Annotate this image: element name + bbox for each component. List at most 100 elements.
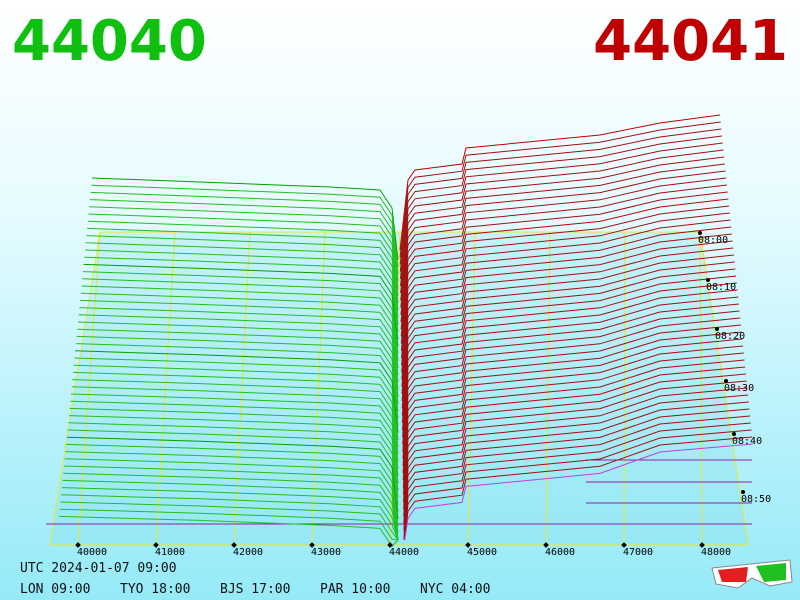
floor-line <box>77 231 101 546</box>
ask-line <box>402 345 744 488</box>
ask-line <box>400 156 725 294</box>
time-label: 08:40 <box>732 436 762 447</box>
price-label: 43000 <box>311 547 341 558</box>
ask-line <box>401 268 736 409</box>
ask-line <box>401 233 732 373</box>
bid-line <box>90 191 399 275</box>
bid-line <box>77 321 399 405</box>
bid-line <box>62 479 399 541</box>
time-tick <box>715 327 719 331</box>
ask-line <box>401 219 731 359</box>
price-tick <box>465 542 471 548</box>
bid-line <box>61 487 399 541</box>
time-tick <box>706 278 710 282</box>
bid-line <box>61 494 399 541</box>
ask-line <box>399 128 722 265</box>
ask-line <box>402 303 739 445</box>
3d-glasses-icon <box>711 559 793 589</box>
ask-line <box>401 282 737 423</box>
time-label: 08:00 <box>698 235 728 246</box>
ask-line <box>400 163 725 301</box>
bid-line <box>82 278 399 361</box>
ask-price: 44041 <box>593 9 788 74</box>
bid-price: 44040 <box>12 9 207 74</box>
bid-line <box>70 400 399 484</box>
price-tick <box>543 542 549 548</box>
price-tick <box>387 542 393 548</box>
bid-line <box>87 220 399 304</box>
ask-line <box>402 317 741 459</box>
ask-line <box>401 240 733 380</box>
ask-line <box>403 387 748 531</box>
ask-line <box>402 310 740 452</box>
price-label: 41000 <box>155 547 185 558</box>
price-tick <box>231 542 237 548</box>
ask-line <box>400 177 727 315</box>
time-tick <box>698 231 702 235</box>
ask-line <box>399 142 723 279</box>
ask-line <box>403 380 747 524</box>
price-label: 40000 <box>77 547 107 558</box>
ask-line <box>403 366 746 510</box>
price-tick <box>153 542 159 548</box>
time-axis: 08:00 08:10 08:20 08:30 08:40 08:50 <box>698 231 771 505</box>
ask-line <box>400 198 729 337</box>
bid-line <box>83 263 399 347</box>
bid-line <box>59 515 399 548</box>
bid-line <box>75 343 399 426</box>
clocks: LON 09:00 TYO 18:00 BJS 17:00 PAR 10:00 NYC … <box>20 582 490 597</box>
ask-line <box>399 135 723 272</box>
floor-line <box>155 231 176 546</box>
utc-time: UTC 2024-01-07 09:00 <box>20 561 177 576</box>
bid-line <box>74 357 399 441</box>
time-tick <box>724 379 728 383</box>
bid-line <box>73 371 399 455</box>
price-label: 48000 <box>701 547 731 558</box>
bid-line <box>59 508 399 541</box>
price-tick <box>621 542 627 548</box>
clock: LON 09:00 <box>20 582 90 597</box>
bid-line <box>77 328 399 412</box>
ask-line <box>404 436 753 541</box>
bid-line <box>72 379 399 462</box>
ask-line <box>402 331 742 474</box>
ask-line <box>403 359 745 503</box>
bid-line <box>85 242 399 325</box>
bid-line <box>89 199 399 282</box>
price-label: 44000 <box>389 547 419 558</box>
floor-line <box>623 231 626 546</box>
bid-line <box>64 458 399 541</box>
bid-line <box>80 299 399 383</box>
bid-line <box>71 386 399 469</box>
ask-line <box>402 289 738 431</box>
bid-line <box>88 213 399 297</box>
ask-line <box>404 443 753 541</box>
bid-line <box>70 393 399 477</box>
ask-line <box>403 401 749 541</box>
floor-grid <box>46 231 752 546</box>
ask-line <box>401 226 732 366</box>
depth-lines <box>59 114 753 548</box>
ask-line <box>403 394 749 539</box>
time-label: 08:30 <box>724 383 754 394</box>
price-tick <box>75 542 81 548</box>
bid-line <box>65 451 399 534</box>
bid-line <box>84 249 399 333</box>
floor-line <box>699 231 703 546</box>
bid-line <box>91 184 399 268</box>
price-label: 42000 <box>233 547 263 558</box>
bid-line <box>79 307 399 390</box>
ask-line <box>400 149 724 287</box>
ask-line <box>400 184 728 323</box>
price-tick <box>309 542 315 548</box>
bid-line <box>86 235 399 318</box>
clock: NYC 04:00 <box>420 582 490 597</box>
bid-line <box>67 429 399 513</box>
ask-line <box>403 408 750 541</box>
ask-line <box>402 296 739 438</box>
bid-line <box>63 472 399 541</box>
bid-line <box>66 436 399 520</box>
ask-line <box>403 422 751 541</box>
